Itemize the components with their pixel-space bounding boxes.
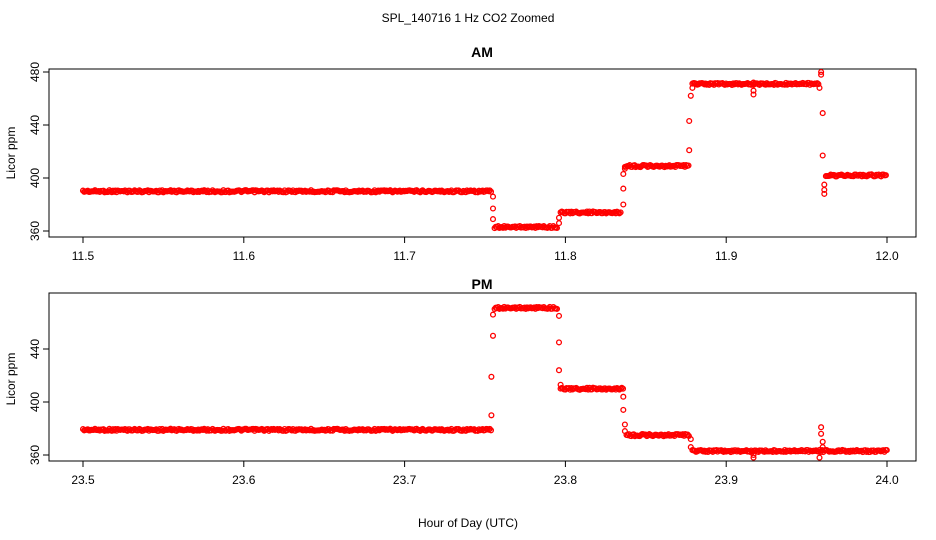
x-axis: 23.5 23.6 23.7 23.8 23.9 24.0 bbox=[71, 460, 899, 487]
y-tick-label: 400 bbox=[28, 392, 42, 412]
x-tick-label: 23.9 bbox=[715, 473, 739, 487]
data-point bbox=[750, 454, 757, 461]
x-tick-label: 23.7 bbox=[393, 473, 417, 487]
x-tick-label: 23.8 bbox=[554, 473, 578, 487]
data-point bbox=[684, 431, 691, 438]
data-points bbox=[79, 68, 889, 232]
data-point bbox=[687, 92, 694, 99]
plot-frame bbox=[48, 68, 917, 238]
data-point bbox=[486, 187, 493, 194]
data-point bbox=[489, 193, 497, 200]
data-point bbox=[819, 444, 826, 451]
data-point bbox=[555, 367, 563, 374]
data-point bbox=[620, 406, 627, 413]
data-point bbox=[750, 451, 757, 459]
x-tick-label: 11.9 bbox=[715, 249, 738, 263]
x-tick-label: 11.8 bbox=[554, 249, 577, 263]
panel-title: PM bbox=[472, 276, 493, 292]
data-point bbox=[683, 161, 690, 169]
data-point bbox=[818, 430, 825, 437]
data-point bbox=[821, 190, 828, 197]
data-point bbox=[489, 216, 497, 223]
x-tick-label: 12.0 bbox=[875, 249, 899, 263]
x-axis-label: Hour of Day (UTC) bbox=[418, 516, 518, 530]
data-point bbox=[819, 152, 826, 159]
data-point bbox=[486, 425, 493, 432]
plot-frame bbox=[48, 292, 917, 462]
x-tick-label: 24.0 bbox=[875, 473, 899, 487]
data-point bbox=[818, 71, 825, 78]
data-point bbox=[689, 84, 696, 91]
x-tick-label: 11.7 bbox=[393, 249, 416, 263]
data-point bbox=[621, 428, 628, 435]
data-point bbox=[621, 421, 628, 428]
y-tick-label: 360 bbox=[28, 445, 42, 465]
data-point bbox=[553, 305, 561, 312]
data-point bbox=[555, 214, 563, 221]
data-point bbox=[815, 81, 822, 88]
x-tick-label: 11.6 bbox=[233, 249, 256, 263]
data-point bbox=[555, 339, 563, 346]
data-point bbox=[686, 147, 693, 154]
data-point bbox=[621, 165, 628, 172]
data-point bbox=[750, 79, 757, 86]
x-tick-label: 11.5 bbox=[72, 249, 95, 263]
data-point bbox=[818, 424, 825, 431]
panel-pm: PM Licor ppm 23.5 23.6 23.7 23.8 23.9 24.0 36… bbox=[4, 276, 917, 487]
y-axis: 360 400 440 480 bbox=[28, 62, 50, 241]
data-point bbox=[883, 447, 890, 454]
data-point bbox=[687, 436, 694, 443]
data-point bbox=[489, 332, 497, 339]
data-point bbox=[620, 201, 627, 208]
y-tick-label: 440 bbox=[28, 115, 42, 135]
panel-title: AM bbox=[471, 44, 493, 60]
data-point bbox=[488, 373, 495, 380]
data-point bbox=[686, 117, 693, 125]
data-point bbox=[750, 87, 757, 94]
y-tick-label: 440 bbox=[28, 339, 42, 359]
x-tick-label: 23.5 bbox=[71, 473, 95, 487]
data-point bbox=[620, 185, 627, 192]
x-axis: 11.5 11.6 11.7 11.8 11.9 12.0 bbox=[72, 236, 899, 263]
y-axis: 360 400 440 bbox=[28, 339, 50, 465]
data-point bbox=[620, 393, 627, 400]
y-axis-label: Licor ppm bbox=[4, 353, 18, 406]
data-point bbox=[750, 91, 757, 98]
data-point bbox=[555, 220, 563, 227]
x-tick-label: 23.6 bbox=[232, 473, 256, 487]
data-point bbox=[489, 311, 497, 318]
data-point bbox=[617, 209, 624, 216]
data-point bbox=[685, 162, 692, 169]
y-tick-label: 360 bbox=[28, 221, 42, 241]
data-point bbox=[557, 381, 564, 388]
data-point bbox=[555, 312, 563, 319]
data-points bbox=[79, 303, 890, 461]
data-point bbox=[488, 412, 495, 419]
data-point bbox=[821, 181, 828, 188]
data-point bbox=[816, 84, 823, 91]
y-tick-label: 400 bbox=[28, 168, 42, 188]
data-point bbox=[818, 68, 825, 76]
data-point bbox=[687, 444, 694, 451]
data-point bbox=[487, 188, 495, 195]
data-point bbox=[487, 427, 495, 434]
data-point bbox=[620, 170, 627, 178]
data-point bbox=[882, 172, 889, 179]
y-tick-label: 480 bbox=[28, 62, 42, 82]
data-point bbox=[619, 385, 627, 392]
data-point bbox=[819, 438, 826, 445]
data-point bbox=[553, 224, 561, 232]
data-point bbox=[816, 454, 823, 461]
panel-am: AM Licor ppm 11.5 11.6 11.7 11.8 11.9 12.0 36… bbox=[4, 44, 917, 263]
data-point bbox=[819, 110, 826, 117]
data-point bbox=[489, 205, 497, 212]
y-axis-label: Licor ppm bbox=[4, 127, 18, 180]
chart-title: SPL_140716 1 Hz CO2 Zoomed bbox=[382, 11, 555, 25]
